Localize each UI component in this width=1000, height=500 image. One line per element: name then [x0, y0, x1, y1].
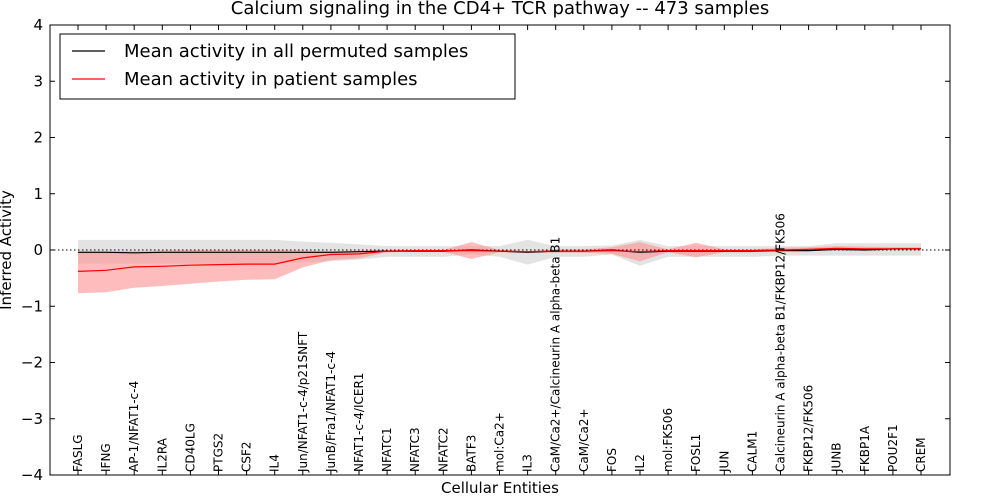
x-axis-label: Cellular Entities — [441, 479, 559, 497]
category-label: CSF2 — [240, 441, 254, 472]
y-tick-label: −2 — [21, 354, 43, 372]
category-label: IL2RA — [155, 437, 169, 472]
category-label: Jun/NFAT1-c-4/p21SNFT — [296, 331, 310, 473]
category-label: mol:Ca2+ — [493, 412, 507, 472]
category-label: JunB/Fra1/NFAT1-c-4 — [324, 351, 338, 473]
y-axis-label: Inferred Activity — [0, 190, 15, 310]
category-label: JUNB — [830, 442, 844, 473]
category-label: POU2F1 — [886, 424, 900, 472]
legend-label-patient: Mean activity in patient samples — [124, 69, 418, 90]
category-label: IL3 — [521, 454, 535, 472]
category-label: FKBP1A — [858, 425, 872, 472]
category-label: PTGS2 — [212, 433, 226, 472]
y-tick-label: 1 — [33, 185, 43, 203]
category-label: mol:FK506 — [661, 408, 675, 472]
category-label: FOSL1 — [689, 434, 703, 472]
category-label: CaM/Ca2+/Calcineurin A alpha-beta B1 — [549, 237, 563, 472]
category-label: CaM/Ca2+ — [577, 408, 591, 472]
category-label: Calcineurin A alpha-beta B1/FKBP12/FK506 — [774, 213, 788, 472]
category-label: NFAT1-c-4/ICER1 — [352, 373, 366, 472]
y-tick-label: −1 — [21, 297, 43, 315]
category-label: NFATC3 — [408, 427, 422, 472]
y-tick-label: 0 — [33, 241, 43, 259]
category-label: IL2 — [633, 454, 647, 472]
y-tick-label: 4 — [33, 16, 43, 34]
y-tick-label: −3 — [21, 410, 43, 428]
y-tick-label: 2 — [33, 129, 43, 147]
category-label: FASLG — [71, 434, 85, 472]
category-label: NFATC1 — [380, 427, 394, 472]
category-label: IFNG — [99, 443, 113, 472]
calcium-signaling-chart: Calcium signaling in the CD4+ TCR pathwa… — [0, 0, 1000, 500]
category-label: FOS — [605, 448, 619, 472]
chart-title: Calcium signaling in the CD4+ TCR pathwa… — [231, 0, 769, 19]
category-label: JUN — [717, 451, 731, 473]
y-tick-label: −4 — [21, 466, 43, 484]
category-label: CD40LG — [183, 423, 197, 472]
legend: Mean activity in all permuted samples Me… — [60, 34, 515, 99]
y-tick-label: 3 — [33, 72, 43, 90]
category-label: BATF3 — [464, 435, 478, 472]
category-label: FKBP12/FK506 — [802, 385, 816, 472]
category-label: CREM — [914, 437, 928, 472]
category-label: IL4 — [268, 454, 282, 472]
category-label: AP-1/NFAT1-c-4 — [127, 381, 141, 472]
category-label: NFATC2 — [436, 427, 450, 472]
category-label: CALM1 — [745, 431, 759, 472]
legend-label-permuted: Mean activity in all permuted samples — [124, 41, 468, 62]
